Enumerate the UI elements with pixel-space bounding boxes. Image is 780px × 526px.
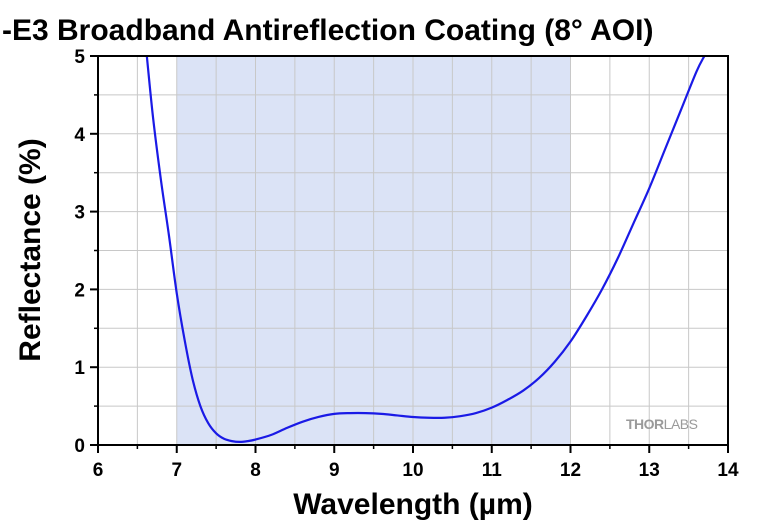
x-tick-label: 11 [482,460,503,481]
y-tick-label: 0 [74,436,85,457]
x-tick-label: 6 [93,460,104,481]
reflectance-series-line [145,56,706,443]
x-tick-label: 9 [329,460,340,481]
chart-title: -E3 Broadband Antireflection Coating (8°… [2,14,653,47]
y-tick-label: 2 [74,280,85,301]
x-tick-label: 7 [171,460,182,481]
x-tick-label: 10 [402,460,423,481]
y-tick-label: 3 [74,203,85,224]
y-tick-label: 4 [74,125,85,146]
plot-area: THORLABS [90,55,729,453]
x-axis-label: Wavelength (µm) [293,488,533,521]
x-tick-label: 14 [717,460,739,481]
x-tick-label: 12 [560,460,581,481]
thorlabs-watermark: THORLABS [626,416,698,432]
x-tick-label: 13 [639,460,660,481]
watermark-thor: THOR [626,416,664,432]
x-tick-label: 8 [250,460,261,481]
watermark-labs: LABS [664,416,698,432]
y-tick-label: 1 [74,358,85,379]
svg-text:THORLABS: THORLABS [626,416,698,432]
y-tick-label: 5 [74,47,85,68]
y-axis-label: Reflectance (%) [14,138,47,361]
